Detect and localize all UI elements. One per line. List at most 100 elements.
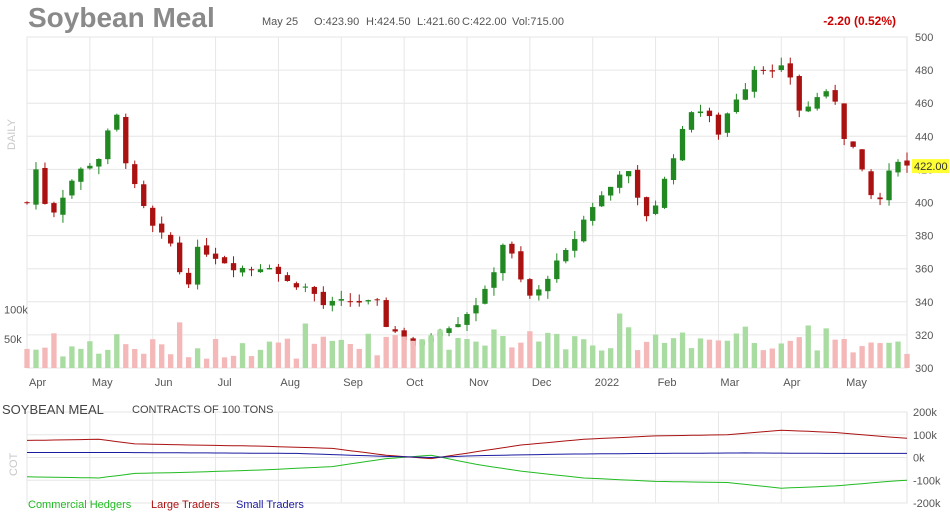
y-tick-label: 480 — [915, 65, 933, 77]
candle-body — [105, 130, 111, 160]
candle-body — [141, 184, 147, 206]
volume-bar — [401, 336, 407, 368]
candle-body — [374, 299, 380, 301]
candle-body — [87, 165, 93, 169]
volume-bar — [527, 331, 533, 368]
y-tick-label: 360 — [915, 264, 933, 276]
quote-open: O:423.90 — [314, 16, 360, 28]
candle-body — [652, 205, 659, 214]
candle-body — [185, 272, 192, 285]
candle-body — [491, 272, 497, 288]
candle-body — [509, 243, 515, 254]
x-tick-label: Nov — [469, 377, 489, 389]
x-tick-label: May — [846, 377, 867, 389]
volume-bar — [670, 338, 677, 368]
volume-bar — [248, 356, 255, 368]
candle-body — [850, 141, 856, 147]
candle-body — [679, 128, 686, 161]
volume-bar — [895, 341, 901, 368]
quote-high: H:424.50 — [366, 16, 411, 28]
candle-body — [33, 169, 39, 205]
x-tick-label: 2022 — [595, 377, 619, 389]
quote-close: C:422.00 — [462, 16, 507, 28]
candle-body — [814, 97, 820, 109]
candle-body — [886, 170, 892, 201]
volume-bar — [212, 338, 219, 368]
candle-body — [473, 305, 479, 314]
candle-body — [500, 244, 506, 274]
volume-bar — [608, 348, 614, 368]
cot-series-line — [26, 454, 908, 489]
volume-bar — [652, 334, 659, 368]
volume-bar — [284, 338, 291, 368]
cot-title: SOYBEAN MEAL — [2, 402, 104, 417]
candle-body — [895, 161, 901, 173]
candle-body — [311, 286, 318, 294]
y-tick-label: 400 — [915, 198, 933, 210]
volume-bar — [688, 348, 695, 368]
period-label: DAILY — [6, 119, 18, 150]
candle-body — [877, 197, 883, 200]
volume-bar — [724, 340, 731, 368]
volume-bar — [814, 350, 820, 368]
candle-body — [320, 291, 326, 306]
candle-body — [608, 186, 614, 196]
candle-body — [132, 164, 138, 185]
candle-body — [401, 330, 407, 340]
cot-tick-label: 100k — [913, 430, 937, 442]
volume-bar — [563, 349, 569, 368]
volume-bar — [482, 345, 488, 368]
candle-body — [338, 299, 344, 301]
candle-body — [778, 65, 784, 71]
volume-bar — [706, 339, 713, 368]
volume-bar — [428, 335, 434, 368]
candle-body — [536, 289, 542, 296]
candle-body — [590, 207, 596, 221]
candle-body — [275, 266, 282, 274]
volume-bar — [185, 357, 192, 368]
candle-body — [724, 113, 731, 133]
x-tick-label: Oct — [406, 377, 423, 389]
volume-bar — [446, 349, 452, 368]
candle-body — [572, 239, 578, 251]
candle-body — [805, 106, 811, 112]
volume-bar — [230, 355, 237, 368]
candle-body — [859, 149, 865, 170]
candle-body — [706, 110, 713, 117]
volume-bar — [419, 339, 425, 368]
y-tick-label: 440 — [915, 131, 933, 143]
candle-body — [114, 114, 120, 130]
volume-bar — [832, 339, 838, 368]
candle-body — [823, 91, 829, 97]
volume-bar — [159, 344, 165, 368]
price-change: -2.20 (0.52%) — [823, 14, 896, 28]
volume-bar — [176, 322, 183, 368]
volume-bar — [545, 332, 551, 368]
candle-body — [69, 180, 75, 196]
quote-volume: Vol:715.00 — [512, 16, 564, 28]
volume-bar — [787, 340, 793, 368]
volume-bar — [661, 342, 668, 368]
cot-series-line — [27, 452, 907, 459]
x-tick-label: Apr — [29, 377, 46, 389]
volume-bar — [347, 344, 353, 368]
x-tick-label: Apr — [783, 377, 800, 389]
candle-body — [715, 114, 722, 135]
volume-bar — [850, 352, 856, 368]
volume-bar — [760, 350, 766, 368]
candle-body — [868, 171, 874, 196]
volume-bar — [33, 349, 39, 368]
candle-body — [392, 329, 398, 332]
volume-bar — [87, 341, 93, 368]
candle-body — [176, 242, 183, 273]
volume-bar — [383, 336, 389, 368]
quote-date: May 25 — [262, 16, 299, 28]
y-tick-label: 340 — [915, 297, 933, 309]
y-tick-label: 460 — [915, 98, 933, 110]
candle-body — [60, 197, 66, 215]
x-tick-label: Sep — [343, 377, 363, 389]
volume-bar — [96, 353, 102, 368]
volume-bar — [572, 336, 578, 368]
volume-bar — [42, 347, 48, 368]
volume-bar — [697, 338, 704, 368]
